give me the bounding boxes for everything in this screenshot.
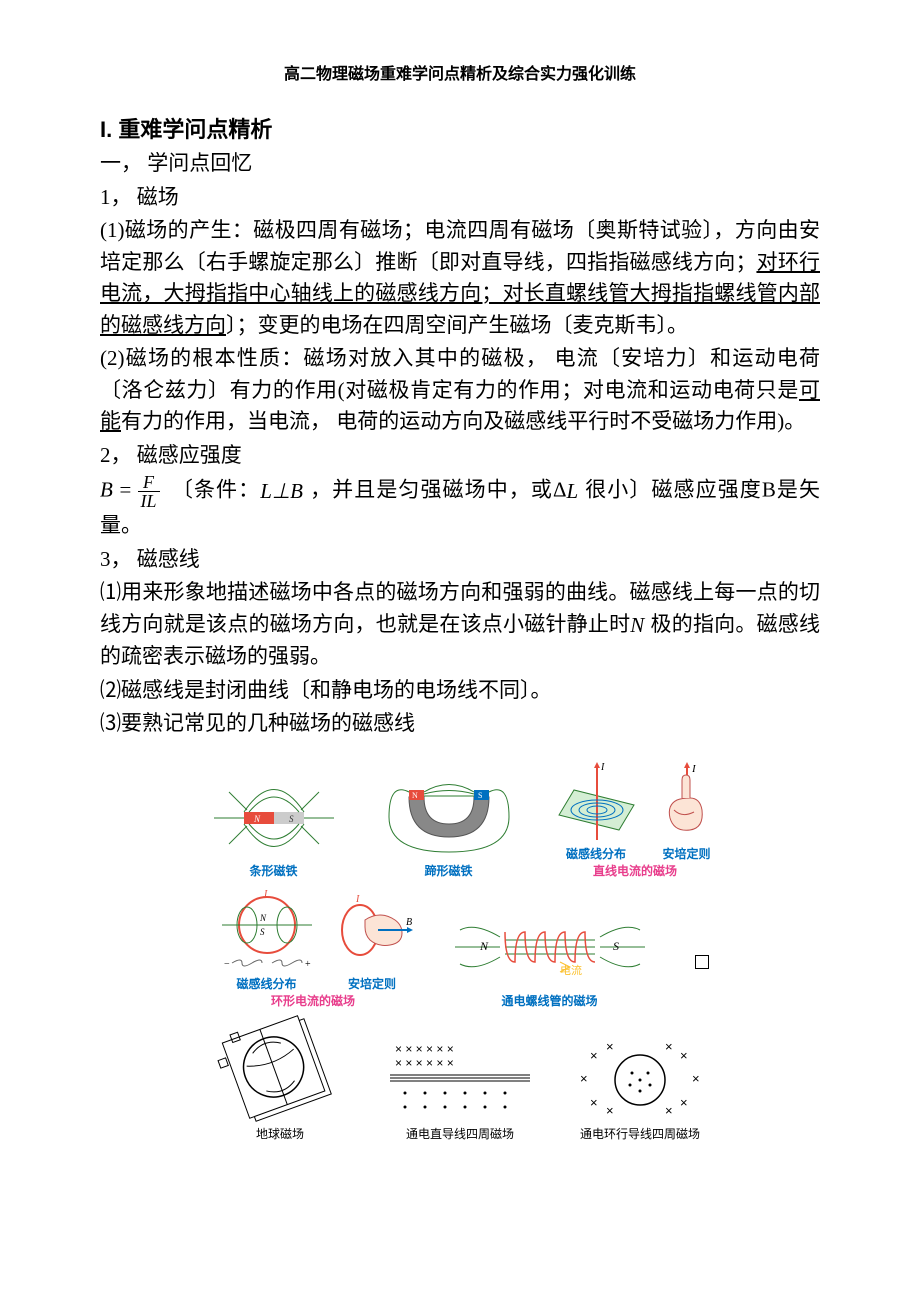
figure-loop-cross-field: ×× ×× ×× ×× ×× 通电环行导线四周磁场 — [570, 1035, 710, 1142]
figure-row-2: I N S − + 磁感线分布 — [212, 885, 709, 1009]
formula-L: L — [566, 476, 578, 508]
text-nature-c: 有力的作用，当电流， 电荷的运动方向及磁感线平行时不受磁场力作用)。 — [121, 409, 805, 433]
wire-cross-icon: × × × × × × × × × × × × — [380, 1035, 540, 1125]
paragraph-field-origin: (1)磁场的产生：磁极四周有磁场；电流四周有磁场〔奥斯特试验〕，方向由安培定那么… — [100, 215, 820, 341]
svg-text:×: × — [580, 1071, 588, 1086]
text-N: N — [630, 610, 644, 642]
caption-wire-ampere: 安培定则 — [652, 845, 722, 862]
formula-B: B = FIL — [100, 473, 160, 510]
svg-text:×: × — [590, 1048, 598, 1063]
svg-text:N: N — [479, 939, 489, 953]
paragraph-lines-2: ⑵磁感线是封闭曲线〔和静电场的电场线不同〕。 — [100, 675, 820, 707]
svg-text:S: S — [613, 939, 619, 953]
caption-earth: 地球磁场 — [256, 1125, 304, 1142]
caption-loop-dist: 磁感线分布 — [212, 975, 322, 992]
solenoid-icon: N S 电流 — [445, 902, 655, 992]
horseshoe-magnet-icon: N S — [379, 772, 519, 862]
svg-text:S: S — [478, 791, 482, 800]
figure-row-3: 地球磁场 × × × × × × × × × × × × 通电直导线四周磁 — [210, 1015, 710, 1142]
bar-magnet-icon: N S — [199, 772, 349, 862]
section-heading-1: I. 重难学问点精析 — [100, 112, 820, 144]
subheading-field: 1， 磁场 — [100, 182, 820, 214]
caption-loop-around: 通电环行导线四周磁场 — [580, 1125, 700, 1142]
svg-text:S: S — [289, 814, 294, 824]
subheading-recall: 一， 学问点回忆 — [100, 148, 820, 180]
svg-text:×: × — [590, 1095, 598, 1110]
figure-row-1: N S 条形磁铁 N S — [199, 760, 722, 879]
figure-loop-current: I N S − + 磁感线分布 — [212, 885, 415, 1009]
caption-solenoid: 通电螺线管的磁场 — [501, 992, 597, 1009]
svg-text:−: − — [224, 959, 230, 970]
svg-text:S: S — [260, 927, 265, 937]
svg-text:B: B — [406, 917, 412, 928]
figure-horseshoe-magnet: N S 蹄形磁铁 — [379, 772, 519, 879]
figure-solenoid: N S 电流 通电螺线管的磁场 — [445, 902, 655, 1009]
formula-LB: L⊥B — [260, 476, 303, 508]
loop-cross-icon: ×× ×× ×× ×× ×× — [570, 1035, 710, 1125]
figure-bar-magnet: N S 条形磁铁 — [199, 772, 349, 879]
wire-field-icon: I — [549, 760, 644, 845]
svg-text:N: N — [259, 913, 267, 923]
caption-loop-ampere: 安培定则 — [330, 975, 415, 992]
svg-text:N: N — [412, 791, 418, 800]
svg-text:I: I — [263, 889, 268, 900]
figures-grid: N S 条形磁铁 N S — [100, 760, 820, 1142]
subheading-intensity: 2， 磁感应强度 — [100, 440, 820, 472]
svg-text:× × × × × ×: × × × × × × — [395, 1056, 454, 1070]
paragraph-lines-3: ⑶要熟记常见的几种磁场的磁感线 — [100, 708, 820, 740]
figure-earth-field: 地球磁场 — [210, 1015, 350, 1142]
svg-text:×: × — [606, 1103, 614, 1118]
svg-text:× × × × × ×: × × × × × × — [395, 1042, 454, 1056]
svg-text:+: + — [305, 959, 311, 970]
svg-text:I: I — [600, 762, 605, 773]
caption-wire-around: 通电直导线四周磁场 — [406, 1125, 514, 1142]
page-title: 高二物理磁场重难学问点精析及综合实力强化训练 — [100, 60, 820, 84]
subheading-fieldlines: 3， 磁感线 — [100, 544, 820, 576]
svg-text:×: × — [680, 1048, 688, 1063]
formula-line: B = FIL 〔条件：L⊥B，并且是匀强磁场中，或ΔL很小〕磁感应强度B是矢量… — [100, 473, 820, 542]
paragraph-field-nature: (2)磁场的根本性质：磁场对放入其中的磁极， 电流〔安培力〕和运动电荷〔洛仑兹力… — [100, 343, 820, 438]
loop-field-icon: I N S − + — [212, 885, 322, 975]
svg-text:×: × — [680, 1095, 688, 1110]
svg-text:I: I — [691, 763, 697, 775]
svg-text:N: N — [253, 814, 261, 824]
text-origin-a: (1)磁场的产生：磁极四周有磁场；电流四周有磁场〔奥斯特试验〕，方向由安培定那么… — [100, 218, 820, 274]
formula-text-mid: ，并且是匀强磁场中，或Δ — [309, 477, 566, 501]
caption-loop-field: 环形电流的磁场 — [271, 992, 355, 1009]
svg-text:×: × — [692, 1071, 700, 1086]
paragraph-lines-1: ⑴用来形象地描述磁场中各点的磁场方向和强弱的曲线。磁感线上每一点的切线方向就是该… — [100, 577, 820, 673]
formula-text-after: 〔条件： — [172, 477, 260, 501]
ampere-rule-hand-icon: I — [652, 760, 722, 845]
caption-bar-magnet: 条形磁铁 — [249, 862, 297, 879]
text-origin-c: 〕；变更的电场在四周空间产生磁场〔麦克斯韦〕。 — [226, 313, 688, 337]
checkbox-marker — [695, 955, 709, 969]
svg-text:×: × — [665, 1039, 673, 1054]
caption-wire-field: 直线电流的磁场 — [593, 862, 677, 879]
figure-wire-cross-field: × × × × × × × × × × × × 通电直导线四周磁场 — [380, 1035, 540, 1142]
earth-field-icon — [210, 1015, 350, 1125]
caption-wire-dist: 磁感线分布 — [549, 845, 644, 862]
caption-horseshoe: 蹄形磁铁 — [424, 862, 472, 879]
svg-text:×: × — [665, 1103, 673, 1118]
loop-ampere-hand-icon: I B — [330, 885, 415, 975]
svg-text:×: × — [606, 1039, 614, 1054]
figure-straight-wire: I 磁感线分布 I 安培定 — [549, 760, 722, 879]
svg-text:I: I — [355, 894, 360, 905]
text-nature-a: (2)磁场的根本性质：磁场对放入其中的磁极， 电流〔安培力〕和运动电荷〔洛仑兹力… — [100, 346, 820, 402]
